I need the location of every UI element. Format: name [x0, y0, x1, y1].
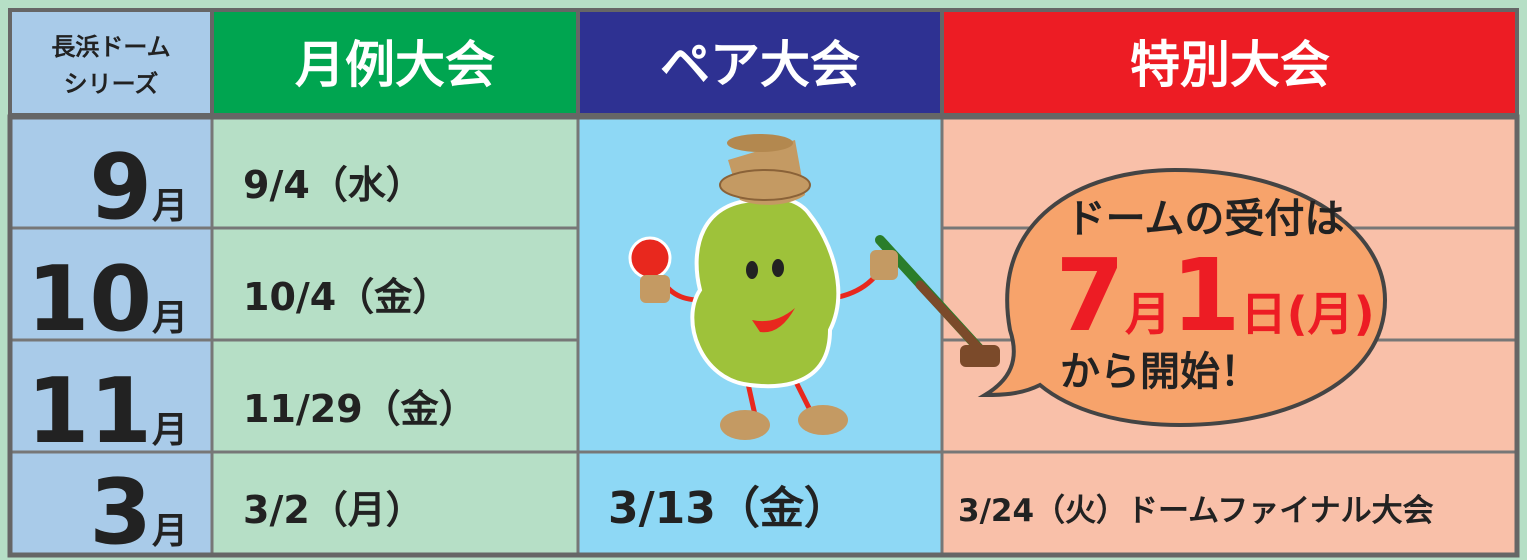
- monthly-column: [212, 117, 578, 555]
- monthly-date: 11/29（金）: [243, 387, 477, 431]
- monthly-date: 10/4（金）: [243, 275, 450, 319]
- month: 10月: [27, 247, 188, 352]
- bubble-date: 7月1日(月): [1055, 237, 1374, 354]
- column-header: 特別大会: [1130, 36, 1330, 94]
- series-label: シリーズ: [64, 70, 159, 98]
- month-number: 3: [89, 460, 152, 560]
- hand: [870, 250, 898, 280]
- rows: 9月 9/4（水）10月 10/4（金）11月 11/29（金）3月 3/2（月） 3/1…: [27, 135, 1434, 560]
- hand: [640, 275, 670, 303]
- club: [915, 280, 990, 360]
- month: 11月: [27, 359, 188, 464]
- series-label: 長浜ドーム: [51, 33, 170, 61]
- month: 9月: [89, 135, 188, 240]
- eye: [772, 259, 784, 277]
- table-border: [7, 114, 1520, 558]
- special-date: 3/24（火）ドームファイナル大会: [958, 493, 1434, 529]
- club-head: [960, 345, 1000, 367]
- mouth: [752, 308, 795, 333]
- month-unit: 月: [152, 186, 188, 227]
- month: 3月: [89, 460, 188, 560]
- body: [690, 196, 841, 389]
- bubble-date-part: 7: [1055, 237, 1125, 354]
- column-header: 月例大会: [295, 36, 495, 94]
- monthly-date: 3/2（月）: [243, 488, 424, 532]
- header-cell: [576, 8, 944, 117]
- foot: [720, 410, 770, 440]
- ball: [628, 236, 672, 280]
- month-column: [10, 117, 212, 555]
- header-cell: [940, 8, 1519, 117]
- pair-date: 3/13（金）: [608, 483, 848, 534]
- bubble-text: ドームの受付は: [1066, 196, 1345, 242]
- month-unit: 月: [152, 511, 188, 552]
- month-unit: 月: [152, 298, 188, 339]
- speech-bubble: [977, 167, 1388, 428]
- foot: [798, 405, 848, 435]
- month-number: 10: [27, 247, 152, 352]
- bubble-date-part: 月: [1125, 287, 1171, 341]
- month-number: 11: [27, 359, 152, 464]
- bubble-text: から開始！: [1060, 349, 1260, 395]
- bubble-date-part: 日(月): [1241, 287, 1375, 341]
- bubble-date-part: 1: [1171, 237, 1241, 354]
- hat-top: [727, 134, 793, 152]
- month-unit: 月: [152, 410, 188, 451]
- monthly-date: 9/4（水）: [243, 163, 424, 207]
- column-header: ペア大会: [660, 36, 860, 94]
- hat-brim: [719, 169, 811, 201]
- eye: [746, 261, 758, 279]
- header-cell: [8, 8, 214, 117]
- header-cell: [210, 8, 580, 117]
- month-number: 9: [89, 135, 152, 240]
